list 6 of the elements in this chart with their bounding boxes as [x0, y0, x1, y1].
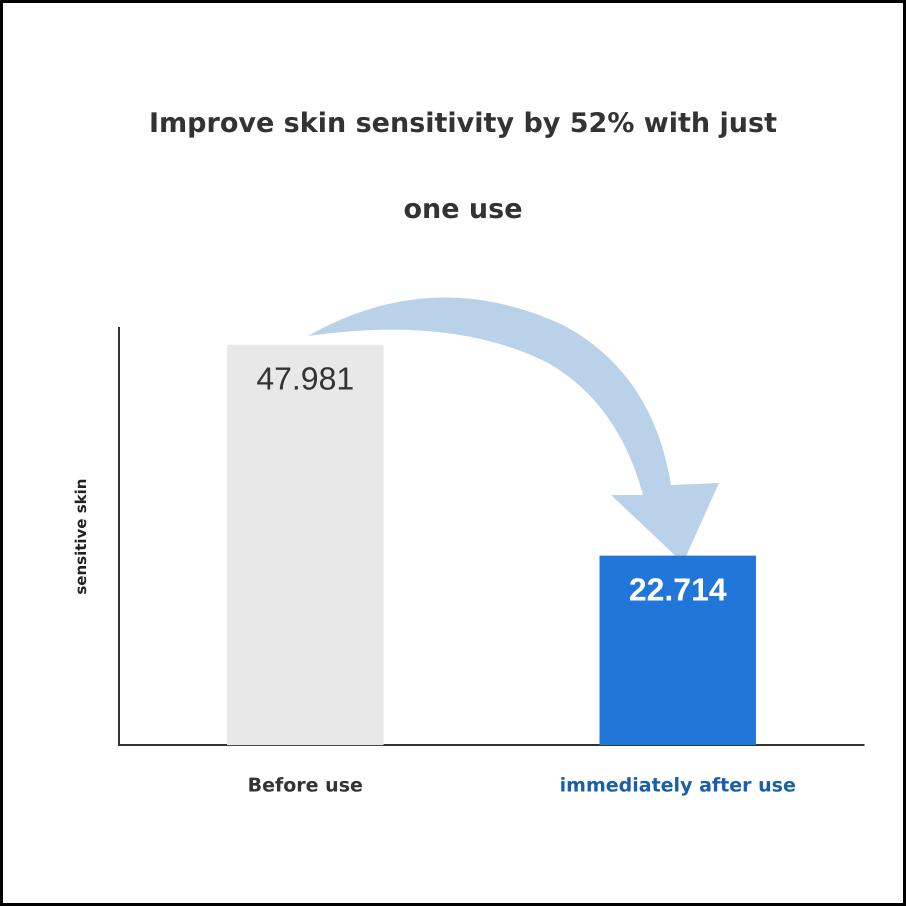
data-label: 47.981 [256, 360, 354, 397]
y-axis-title: sensitive skin [72, 478, 90, 595]
chart-title: Improve skin sensitivity by 52% with just one use [149, 108, 777, 225]
data-label: 22.714 [628, 572, 727, 608]
x-tick-label: Before use [248, 774, 363, 797]
x-tick-label: immediately after use [560, 774, 796, 797]
